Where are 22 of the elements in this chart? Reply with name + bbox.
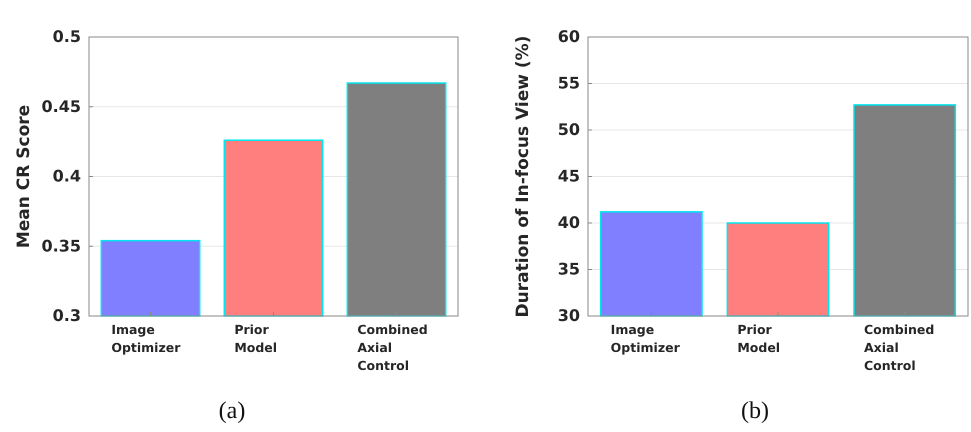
y-tick-label: 50 [558,120,580,140]
y-tick-label: 0.35 [42,236,81,256]
text: (b) [741,398,769,424]
y-axis-title: Duration of In-focus View (%) [513,36,533,318]
x-tick-label: Prior Model [737,322,780,355]
text: (a) [218,398,246,424]
y-tick-label: 30 [558,306,580,326]
y-tick-label: 40 [558,213,580,232]
y-tick-label: 60 [558,27,580,46]
y-tick-label: 0.45 [42,96,81,116]
y-tick-label: 55 [558,74,580,93]
x-tick-label: Image Optimizer [610,322,681,355]
x-tick-label: Image Optimizer [111,322,182,355]
x-tick-label: Combined Axial Control [357,322,428,373]
y-tick-label: 45 [558,166,580,186]
x-tick-label: Combined Axial Control [864,322,934,373]
y-tick-label: 35 [558,260,580,279]
y-tick-label: 0.4 [52,166,81,186]
y-tick-label: 0.3 [52,306,81,326]
x-tick-label: Prior Model [234,322,278,355]
y-tick-label: 0.5 [52,27,81,46]
y-axis-title: Mean CR Score [14,104,34,248]
